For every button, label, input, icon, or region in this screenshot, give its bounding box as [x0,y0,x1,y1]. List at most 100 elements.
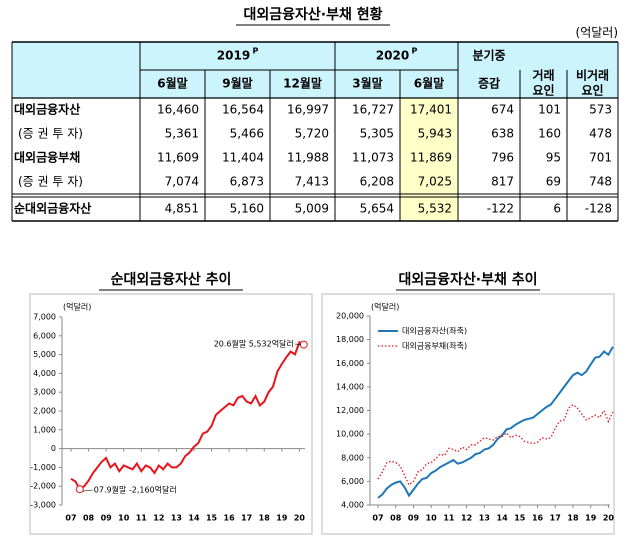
y-tick-label: 4,000 [341,501,364,510]
cell: 4,851 [165,202,199,216]
chart-title: 순대외금융자산 추이 [111,271,232,288]
y-tick-label: 8,000 [341,453,364,462]
chart-frame [321,293,615,535]
annotation: 20.6월말 5,532억달러 [214,339,294,349]
x-tick-label: 18 [567,514,579,523]
annotation: 07.9월말 -2,160억달러 [94,485,177,495]
series-line [377,403,614,486]
x-tick-label: 15 [206,514,218,523]
x-tick-label: 10 [426,514,438,523]
y-tick-label: 6,000 [33,331,56,340]
cell: 6 [553,202,561,216]
cell: 11,073 [352,151,394,165]
x-tick-label: 09 [101,514,113,523]
cell: 701 [589,151,612,165]
y-tick-label: 6,000 [341,477,364,486]
x-tick-label: 20 [603,514,615,523]
year-header: 2020 [376,49,409,63]
col-header: 요인 [581,83,603,98]
month-header: 6월말 [157,76,187,91]
cell: 6,873 [230,175,264,189]
x-tick-label: 12 [461,514,472,523]
month-header: 9월말 [222,76,252,91]
row-label: (증 권 투 자) [18,127,83,141]
cell: 573 [589,103,612,117]
y-tick-label: -3,000 [30,501,56,510]
cell: 11,869 [410,151,452,165]
y-tick-label: 16,000 [336,359,364,368]
x-tick-label: 10 [118,514,130,523]
y-tick-label: 0 [51,444,56,453]
cell: 5,720 [295,127,329,141]
unit-label: (억달러) [63,302,91,312]
x-tick-label: 12 [153,514,164,523]
cell: 6,208 [360,175,394,189]
chart-title: 대외금융자산·부채 추이 [399,271,538,288]
cell: 160 [538,127,561,141]
y-tick-label: 14,000 [336,382,364,391]
x-tick-label: 19 [585,514,597,523]
x-tick-label: 08 [390,514,402,523]
x-tick-label: 09 [408,514,420,523]
x-tick-label: 07 [65,514,76,523]
chart-frame [29,293,313,535]
cell: 817 [491,175,514,189]
x-tick-label: 17 [550,514,561,523]
row-label: 순대외금융자산 [14,201,91,216]
y-tick-label: 10,000 [336,430,364,439]
highlight-point [299,340,308,349]
unit: (억달러) [576,26,618,40]
col-header: 요인 [532,83,554,98]
cell: 11,609 [157,151,199,165]
cell: 16,460 [157,103,199,117]
highlight [400,98,458,221]
cell: 11,404 [222,151,264,165]
cell: 5,009 [295,202,329,216]
series-line [70,340,305,491]
series-line [377,346,614,499]
cell: 638 [491,127,514,141]
y-tick-label: 3,000 [33,388,56,397]
y-tick-label: 12,000 [336,406,364,415]
cell: 5,532 [418,202,452,216]
x-tick-label: 07 [372,514,383,523]
highlight-point [75,485,84,494]
cell: 11,988 [287,151,329,165]
cell: 7,074 [165,175,199,189]
cell: 796 [491,151,514,165]
col-header: 비거래 [576,68,609,83]
cell: 101 [538,103,561,117]
cell: 95 [546,151,561,165]
cell: -122 [487,202,514,216]
col-header: 증감 [478,76,500,91]
cell: 69 [546,175,561,189]
cell: 16,997 [287,103,329,117]
y-tick-label: -2,000 [30,482,56,491]
y-tick-label: 1,000 [33,425,56,434]
x-tick-label: 11 [136,514,148,523]
cell: 5,361 [165,127,199,141]
x-tick-label: 11 [443,514,455,523]
y-tick-label: 18,000 [336,335,364,344]
x-tick-label: 13 [479,514,490,523]
cell: 5,305 [360,127,394,141]
year-sup: P [253,47,259,56]
x-tick-label: 13 [171,514,182,523]
y-tick-label: 4,000 [33,369,56,378]
row-label: (증 권 투 자) [18,175,83,189]
row-label: 대외금융부채 [14,150,80,165]
cell: 748 [589,175,612,189]
x-tick-label: 17 [241,514,252,523]
cell: -128 [585,202,612,216]
cell: 5,943 [418,127,452,141]
cell: 5,160 [230,202,264,216]
annotation-leader [82,489,93,492]
legend-label: 대외금융자산(좌축) [402,326,467,336]
x-tick-label: 15 [514,514,526,523]
y-tick-label: 20,000 [336,312,364,321]
annotation-leader [294,343,301,345]
y-tick-label: 7,000 [33,313,56,322]
year-sup: P [412,47,418,56]
